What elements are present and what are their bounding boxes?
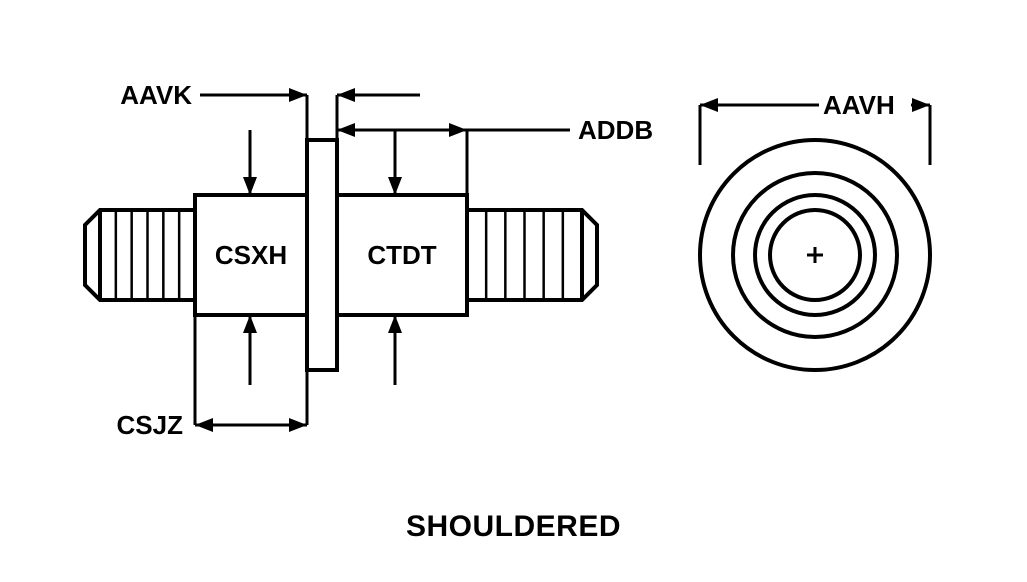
svg-text:CSXH: CSXH [215,240,287,270]
diagram-svg: CSXH CTDT AAVK ADDB CSJZ AAVH [0,0,1027,582]
svg-text:AAVH: AAVH [823,90,895,120]
svg-text:AAVK: AAVK [120,80,192,110]
diagram-canvas: CSXH CTDT AAVK ADDB CSJZ AAVH SHOULDERED [0,0,1027,582]
figure-title: SHOULDERED [0,510,1027,544]
svg-text:ADDB: ADDB [578,115,653,145]
svg-text:CTDT: CTDT [367,240,436,270]
svg-text:CSJZ: CSJZ [117,410,184,440]
